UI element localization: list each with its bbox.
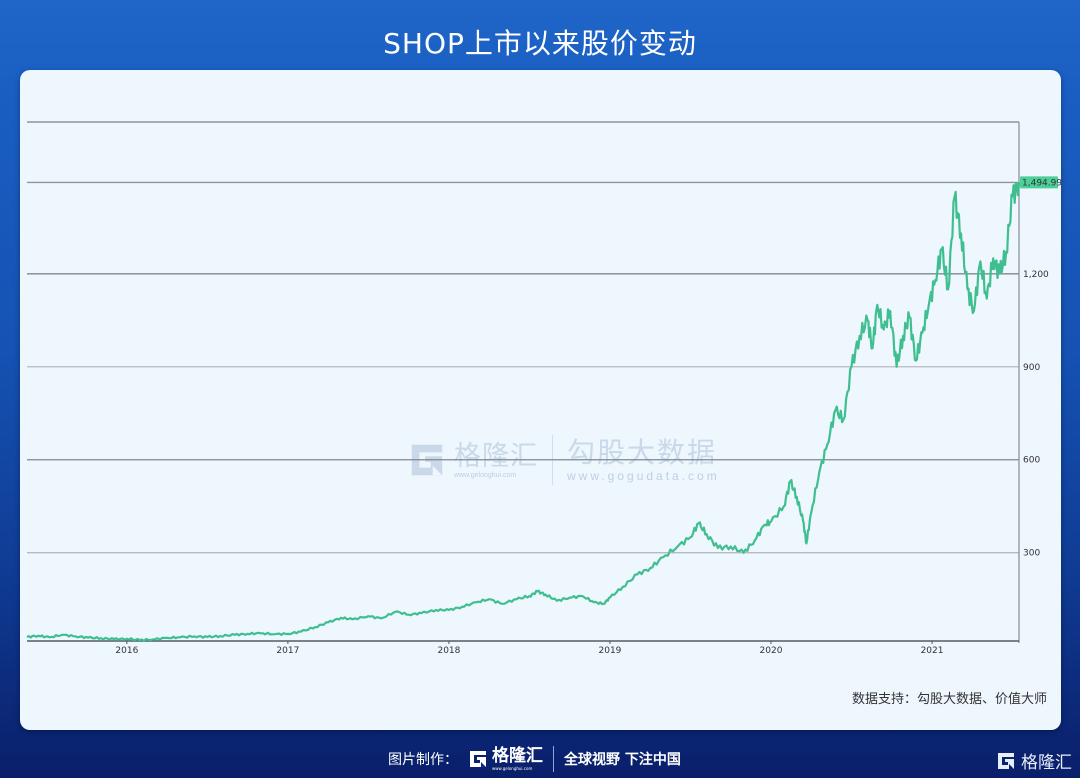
footer-brand: 格隆汇	[492, 746, 543, 766]
price-line	[26, 182, 1021, 642]
corner-brand: 格隆汇	[1021, 753, 1072, 773]
footer-divider	[553, 746, 554, 772]
chart-title: SHOP上市以来股价变动	[383, 27, 697, 60]
data-source: 数据支持：勾股大数据、价值大师	[851, 692, 1047, 707]
axes: 300 600 900 1,200 2016 2017 2018 2019 2020 2021	[27, 122, 1049, 656]
svg-text:1,200: 1,200	[1023, 270, 1049, 280]
gelonghui-logo-icon	[470, 751, 486, 767]
last-price-label: 1,494.99	[1020, 176, 1061, 189]
svg-text:2020: 2020	[760, 646, 783, 656]
footer: 图片制作： 格隆汇 www.gelonghui.com 全球视野 下注中国 格隆…	[0, 738, 1080, 778]
watermark-brand: 格隆汇	[454, 440, 538, 472]
watermark-partner: 勾股大数据	[567, 436, 718, 469]
watermark-partner-url: www.gogudata.com	[567, 469, 720, 483]
gridlines	[27, 121, 1019, 554]
watermark-brand-url: www.gelonghui.com	[454, 471, 517, 479]
svg-text:2021: 2021	[921, 646, 944, 656]
svg-text:900: 900	[1023, 363, 1040, 373]
watermark: 格隆汇 www.gelonghui.com 勾股大数据 www.gogudata…	[408, 435, 720, 485]
credit-label: 图片制作：	[388, 752, 458, 768]
footer-slogan: 全球视野 下注中国	[564, 752, 681, 768]
svg-text:2016: 2016	[115, 646, 138, 656]
svg-text:300: 300	[1023, 549, 1040, 559]
svg-text:2017: 2017	[276, 646, 299, 656]
chart-card: 格隆汇 www.gelonghui.com 勾股大数据 www.gogudata…	[20, 70, 1061, 730]
svg-text:1,494.99: 1,494.99	[1022, 178, 1061, 188]
footer-brand-url: www.gelonghui.com	[492, 766, 533, 771]
svg-text:2018: 2018	[437, 646, 460, 656]
footer-credit: 图片制作： 格隆汇 www.gelonghui.com 全球视野 下注中国	[388, 746, 681, 772]
svg-text:600: 600	[1023, 456, 1040, 466]
corner-logo: 格隆汇	[996, 748, 1072, 773]
line-chart: 300 600 900 1,200 2016 2017 2018 2019 2020 2021 1…	[26, 121, 1061, 656]
gelonghui-logo-icon	[998, 752, 1014, 769]
footer-brand-logo: 格隆汇 www.gelonghui.com	[468, 747, 543, 771]
svg-text:2019: 2019	[599, 646, 622, 656]
